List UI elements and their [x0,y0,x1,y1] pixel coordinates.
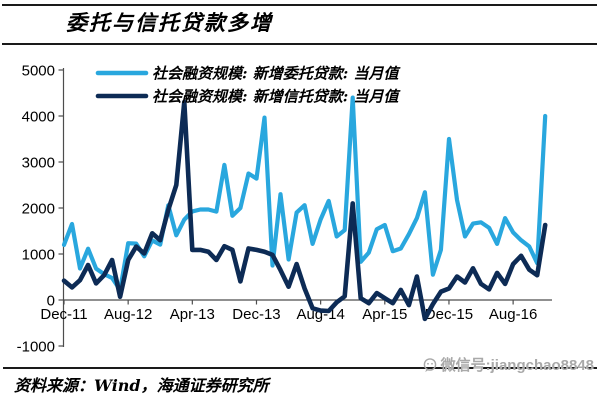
y-axis-tick-label: 2000 [22,201,55,218]
x-axis-tick-label: Aug-14 [296,306,344,323]
x-axis-tick-label: Apr-13 [170,306,215,323]
x-axis-tick-label: Dec-15 [425,306,473,323]
header-rule-bottom [2,43,597,45]
y-axis-tick-label: 4000 [22,109,55,126]
legend-label: 社会融资规模: 新增信托贷款: 当月值 [152,88,402,106]
watermark-text: 微信号:jiangchao8848 [440,357,594,374]
x-axis-tick-label: Dec-13 [232,306,280,323]
x-axis-tick-label: Aug-16 [489,306,537,323]
y-axis-tick-label: -1000 [17,339,55,356]
x-axis-tick-label: Aug-12 [104,306,152,323]
legend-label: 社会融资规模: 新增委托贷款: 当月值 [152,65,402,83]
y-axis-tick-label: 0 [47,293,55,310]
x-axis-tick-label: Apr-15 [362,306,407,323]
watermark: 微信号:jiangchao8848 [422,354,594,375]
source-note: 资料来源：Wind，海通证券研究所 [14,376,269,395]
y-axis-tick-label: 5000 [22,63,55,80]
figure-title: 委托与信托贷款多增 [66,10,273,35]
y-axis-tick-label: 3000 [22,155,55,172]
x-axis-tick-label: Dec-11 [40,306,87,323]
wechat-icon [422,357,438,373]
series-trust-loans-line [61,99,548,322]
series-entrusted-loans-line [61,95,548,293]
header-rule-top [2,4,597,6]
y-axis-tick-label: 1000 [22,247,55,264]
footer-rule [3,367,597,369]
